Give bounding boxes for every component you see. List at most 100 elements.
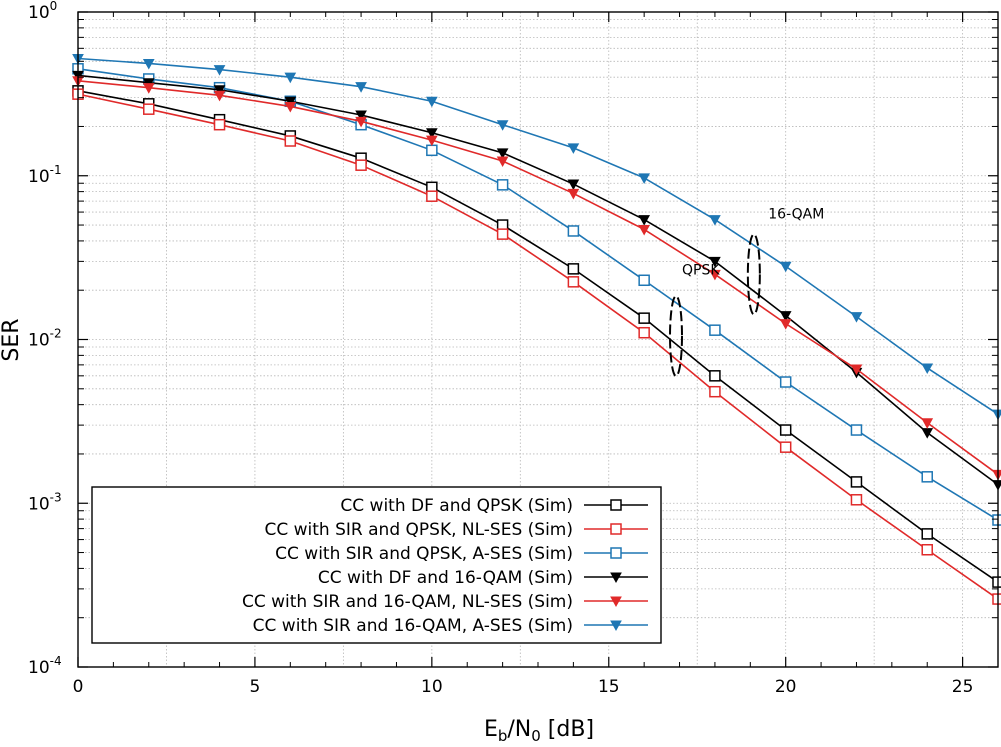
legend-label: CC with DF and 16-QAM (Sim) bbox=[318, 568, 573, 588]
data-point bbox=[638, 326, 650, 339]
data-point bbox=[496, 120, 509, 131]
series-layer bbox=[72, 54, 1001, 605]
x-tick-label: 20 bbox=[775, 677, 797, 697]
series-5 bbox=[72, 76, 1001, 481]
y-tick-label: 10-4 bbox=[28, 654, 62, 678]
data-point bbox=[213, 90, 226, 102]
data-point bbox=[850, 312, 863, 323]
data-point bbox=[213, 65, 226, 76]
data-point bbox=[779, 261, 792, 273]
data-point bbox=[850, 424, 863, 436]
data-point bbox=[921, 428, 934, 439]
x-axis-title-sub1: b bbox=[498, 727, 508, 743]
data-point bbox=[850, 476, 863, 488]
annotation-ellipse bbox=[669, 295, 683, 378]
data-point bbox=[284, 101, 297, 113]
y-axis-title: SER bbox=[0, 318, 24, 361]
data-point bbox=[709, 370, 721, 382]
data-point bbox=[638, 215, 651, 226]
legend-marker bbox=[610, 596, 622, 608]
legend-marker bbox=[610, 499, 622, 511]
x-axis-title: Eb/N0 [dB] bbox=[484, 717, 594, 743]
data-point bbox=[425, 128, 438, 139]
legend-marker bbox=[610, 620, 622, 632]
legend-marker bbox=[610, 547, 622, 559]
data-point bbox=[992, 514, 1001, 526]
data-point bbox=[709, 385, 721, 398]
data-point bbox=[709, 256, 721, 268]
data-point bbox=[284, 72, 297, 84]
data-point bbox=[779, 311, 792, 322]
data-point bbox=[142, 83, 155, 94]
annotation-layer: 16-QAM QPSK bbox=[669, 206, 824, 378]
legend: CC with DF and QPSK (Sim) CC with SIR and… bbox=[91, 486, 662, 644]
data-point bbox=[496, 148, 509, 159]
data-point bbox=[213, 118, 226, 131]
data-point bbox=[284, 96, 297, 108]
data-point bbox=[992, 576, 1001, 588]
legend-label: CC with SIR and 16-QAM, NL-SES (Sim) bbox=[242, 592, 573, 612]
data-point bbox=[638, 274, 650, 287]
data-point bbox=[426, 144, 438, 157]
data-point bbox=[850, 494, 863, 506]
data-point bbox=[496, 179, 509, 191]
data-point bbox=[709, 324, 721, 336]
x-tick-label: 5 bbox=[250, 677, 261, 697]
data-point bbox=[638, 312, 650, 324]
x-axis-title-mid: /N bbox=[507, 717, 531, 742]
data-point bbox=[992, 593, 1001, 605]
data-point bbox=[921, 528, 933, 540]
data-point bbox=[496, 228, 509, 240]
series-line bbox=[77, 57, 999, 415]
x-tick-label: 0 bbox=[73, 677, 84, 697]
series-6 bbox=[72, 54, 1001, 421]
annotation-label: 16-QAM bbox=[768, 206, 824, 222]
tick-layer: 0 5 10 15 20 25 100 10-1 10-2 10-3 10-4 bbox=[28, 0, 998, 697]
series-2 bbox=[72, 88, 1001, 605]
data-point bbox=[638, 173, 651, 184]
data-point bbox=[779, 376, 792, 388]
y-tick-label: 100 bbox=[28, 0, 57, 23]
series-line bbox=[77, 90, 999, 583]
x-tick-label: 25 bbox=[952, 677, 974, 697]
data-point bbox=[567, 179, 580, 191]
data-point bbox=[355, 116, 367, 128]
data-point bbox=[567, 225, 580, 237]
x-axis-title-sub2: 0 bbox=[531, 727, 541, 743]
data-point bbox=[355, 159, 367, 171]
series-line bbox=[77, 74, 999, 486]
legend-label: CC with DF and QPSK (Sim) bbox=[340, 496, 573, 516]
data-point bbox=[779, 319, 792, 330]
data-point bbox=[992, 469, 1001, 481]
x-tick-label: 10 bbox=[421, 677, 443, 697]
series-line bbox=[77, 80, 999, 476]
x-axis-title-main: E bbox=[484, 717, 498, 742]
data-point bbox=[779, 424, 792, 436]
legend-label: CC with SIR and 16-QAM, A-SES (Sim) bbox=[253, 616, 573, 636]
legend-label: CC with SIR and QPSK, NL-SES (Sim) bbox=[265, 520, 574, 540]
legend-label: CC with SIR and QPSK, A-SES (Sim) bbox=[275, 544, 573, 564]
data-point bbox=[921, 471, 933, 483]
data-point bbox=[567, 188, 580, 200]
data-point bbox=[425, 96, 438, 108]
data-point bbox=[992, 409, 1001, 421]
series-line bbox=[77, 67, 999, 521]
data-point bbox=[284, 135, 297, 147]
data-point bbox=[567, 263, 580, 275]
data-point bbox=[143, 103, 155, 115]
legend-box bbox=[91, 486, 662, 644]
y-tick-label: 10-1 bbox=[28, 163, 62, 187]
data-point bbox=[850, 364, 863, 376]
x-axis-title-tail: [dB] bbox=[541, 717, 594, 742]
series-3 bbox=[72, 63, 1001, 526]
y-tick-label: 10-3 bbox=[28, 490, 62, 514]
data-point bbox=[567, 276, 580, 288]
series-line bbox=[77, 93, 999, 600]
annotation-ellipse bbox=[746, 233, 761, 316]
data-point bbox=[355, 110, 367, 122]
data-point bbox=[355, 82, 367, 93]
data-point bbox=[921, 418, 934, 429]
data-point bbox=[567, 143, 580, 154]
